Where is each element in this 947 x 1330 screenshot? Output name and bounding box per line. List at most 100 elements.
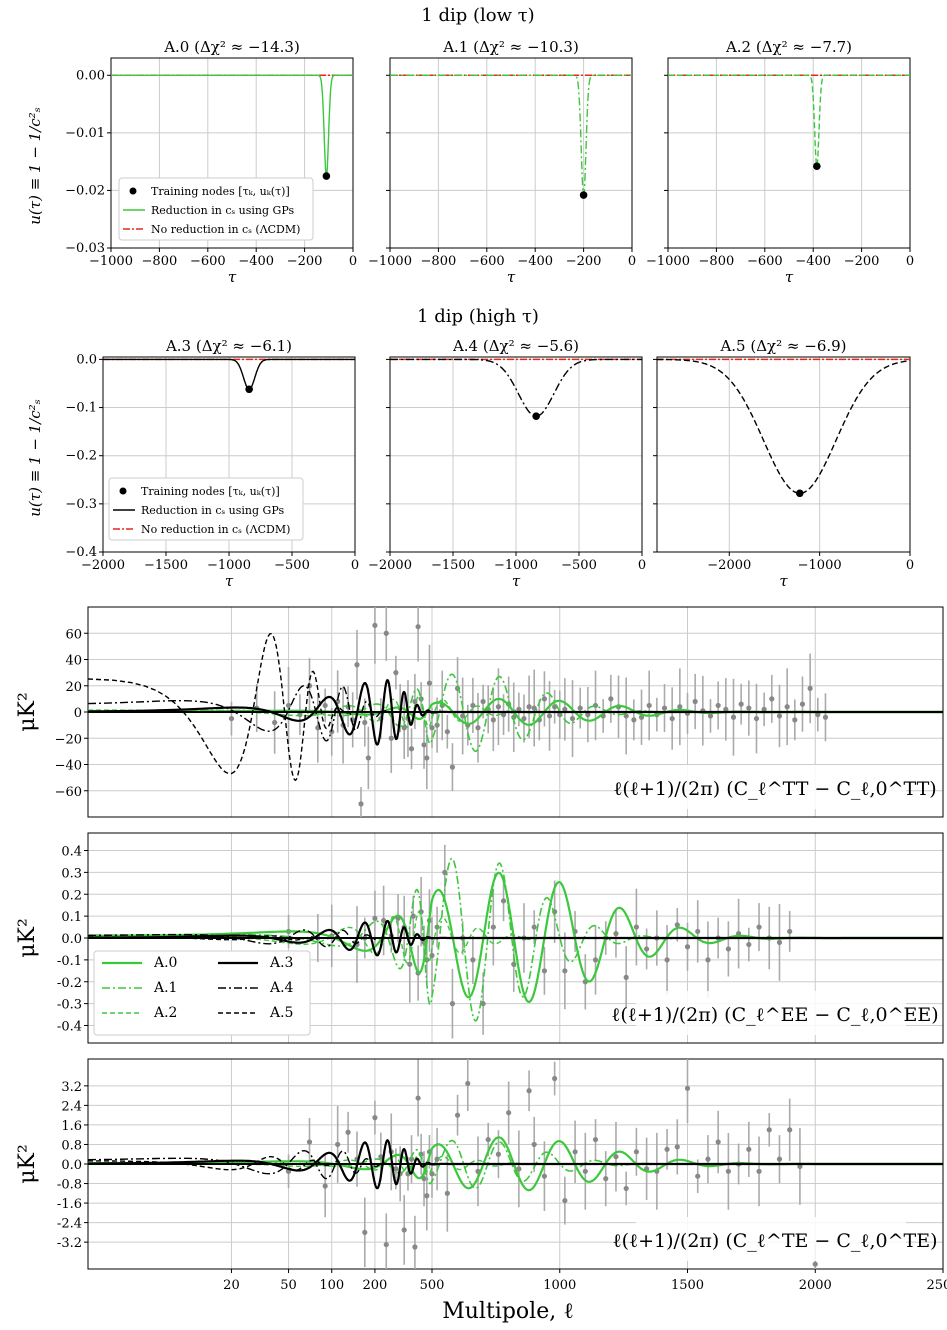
data-point <box>707 713 714 719</box>
data-point <box>792 717 798 723</box>
data-point <box>552 1075 558 1082</box>
data-point <box>495 1151 502 1157</box>
x-tick-label: −200 <box>566 254 602 269</box>
data-point <box>730 714 737 720</box>
data-point <box>572 1149 578 1155</box>
data-point <box>562 1198 568 1204</box>
data-point <box>807 685 813 691</box>
data-point <box>674 922 680 928</box>
legend-box <box>108 477 304 541</box>
model-curve-A2 <box>87 1153 943 1175</box>
y-tick-label: −0.03 <box>65 241 105 256</box>
y-tick-label: −20 <box>55 732 82 747</box>
data-point <box>500 898 507 904</box>
data-point <box>415 624 421 630</box>
corner-label-box <box>636 1217 906 1261</box>
data-point <box>623 713 629 719</box>
panel-1: −1000 −800 −600 −400 −200 0 A.1 (Δχ² ≈ −10.3) τ <box>368 38 636 286</box>
data-point <box>526 704 532 710</box>
x-tick-label: 0 <box>906 558 914 573</box>
x-tick-label: −500 <box>561 558 597 573</box>
data-point <box>638 714 645 720</box>
x-tick-label: 500 <box>420 1278 445 1293</box>
section-title-high: 1 dip (high τ) <box>417 306 539 327</box>
x-tick-label: 0 <box>638 558 646 573</box>
data-point <box>495 704 502 710</box>
x-tick-label: −800 <box>699 254 735 269</box>
y-tick-label: 0 <box>74 706 82 721</box>
x-tick-label: 2000 <box>799 1278 832 1293</box>
spectrum-plot: 60 40 20 0 −20 −40 −60 ℓ(ℓ+1)/(2π) (C_ℓ^TT − C_… <box>55 606 944 818</box>
data-point <box>541 696 548 702</box>
data-point <box>401 1227 407 1233</box>
data-point <box>426 680 433 686</box>
data-point <box>797 1163 803 1170</box>
data-point <box>769 696 775 702</box>
spectrum-plot: 3.2 2.4 1.6 0.8 0.0 -0.8 -1.6 -2.4 -3.2 ℓ(ℓ+1)/(2… <box>57 1058 947 1293</box>
x-tick-label: −600 <box>747 254 783 269</box>
x-tick-label: −1500 <box>144 558 188 573</box>
legend-label: A.1 <box>153 980 177 996</box>
y-tick-label: 1.6 <box>61 1119 82 1134</box>
data-point <box>516 706 522 712</box>
data-point <box>306 1139 313 1145</box>
data-point <box>412 1244 418 1250</box>
data-point <box>354 662 360 668</box>
data-point <box>746 941 752 948</box>
y-tick-label: -0.3 <box>57 998 82 1013</box>
panel-title: A.3 (Δχ² ≈ −6.1) <box>165 337 292 355</box>
data-point <box>372 915 378 921</box>
data-point <box>424 1193 430 1199</box>
spectrum-plot: 0.4 0.3 0.2 0.1 0.0 -0.1 -0.2 -0.3 -0.4 ℓ(ℓ+1)/(2… <box>57 832 944 1044</box>
data-point <box>776 1156 783 1162</box>
panel-frame <box>667 57 911 249</box>
dip-curve <box>390 358 642 417</box>
data-point <box>429 1171 435 1177</box>
data-point <box>633 1149 640 1155</box>
data-point <box>421 1176 427 1182</box>
data-point <box>531 705 537 711</box>
data-point <box>454 1112 461 1118</box>
legend-box <box>93 950 311 1036</box>
data-point <box>372 622 378 628</box>
x-tick-label: −400 <box>238 254 274 269</box>
y-tick-label: −0.3 <box>65 497 97 512</box>
legend-nodes-label: Training nodes [τₖ, uₖ(τ)] <box>141 485 280 498</box>
panel-title: A.1 (Δχ² ≈ −10.3) <box>442 38 579 56</box>
data-point <box>485 1136 491 1143</box>
y-label-ee: μK² <box>15 918 40 958</box>
data-point <box>362 719 368 726</box>
x-tick-label: 0 <box>628 254 636 269</box>
data-point <box>822 714 829 720</box>
data-point <box>761 706 767 712</box>
x-tick-label: −500 <box>274 558 310 573</box>
data-point <box>442 869 448 875</box>
data-point <box>365 755 371 761</box>
x-tick-label: −2000 <box>707 558 751 573</box>
data-point <box>521 715 527 722</box>
legend-label: A.0 <box>153 955 177 971</box>
data-point <box>592 957 599 963</box>
x-tick-label: −400 <box>517 254 553 269</box>
x-tick-label: −800 <box>421 254 457 269</box>
legend-lcdm-label: No reduction in cₛ (ΛCDM) <box>151 223 300 236</box>
panel-3: −2000 −1500 −1000 −500 0 0.0 −0.1 −0.2 −0.3 −0.4 A… <box>65 337 359 590</box>
x-tick-label: −400 <box>795 254 831 269</box>
legend-lcdm-label: No reduction in cₛ (ΛCDM) <box>141 523 290 536</box>
x-tick-label: −800 <box>142 254 178 269</box>
panel-frame <box>110 57 354 249</box>
data-point <box>562 968 568 974</box>
data-point <box>725 1168 731 1174</box>
data-point <box>613 931 619 937</box>
data-point <box>669 715 675 722</box>
data-point <box>746 705 752 711</box>
data-point <box>429 725 435 731</box>
data-point <box>381 917 387 924</box>
y-tick-label: 2.4 <box>61 1099 82 1114</box>
panel-title: A.2 (Δχ² ≈ −7.7) <box>725 38 852 56</box>
data-point <box>692 698 698 705</box>
data-point <box>787 928 793 935</box>
data-point <box>516 1166 522 1172</box>
dip-curve <box>668 74 910 168</box>
